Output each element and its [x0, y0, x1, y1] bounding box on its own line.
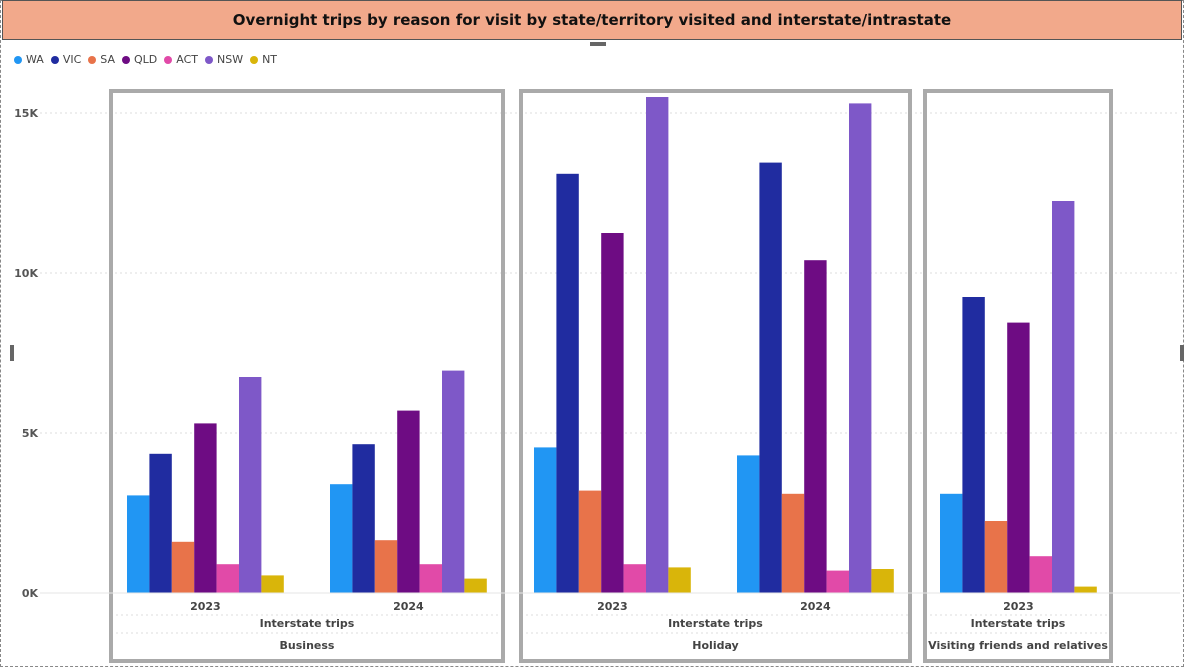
bar-business-2023-wa [127, 495, 150, 593]
bar-business-2024-nt [464, 578, 487, 593]
x-year-label: 2024 [393, 600, 424, 613]
legend-label: QLD [133, 53, 158, 66]
x-reason-label: Business [280, 639, 335, 652]
legend-label: NSW [216, 53, 244, 66]
bar-business-2024-sa [374, 540, 398, 593]
x-type-label: Interstate trips [668, 617, 763, 630]
bar-business-2024-vic [352, 444, 375, 593]
bar-holiday-2024-qld [804, 260, 827, 593]
x-year-label: 2023 [1003, 600, 1034, 613]
chart-legend: WA VIC SA QLD ACT NSW NT [14, 53, 284, 66]
x-type-label: Interstate trips [971, 617, 1066, 630]
bar-holiday-2024-nsw [849, 103, 872, 594]
bar-holiday-2023-nsw [646, 97, 669, 593]
legend-item-qld[interactable]: QLD [121, 53, 158, 66]
bar-visiting-friends-and-relatives-2023-nt [1074, 586, 1097, 593]
x-year-label: 2023 [190, 600, 221, 613]
bar-business-2023-act [216, 564, 239, 593]
bar-holiday-2024-nt [871, 569, 894, 593]
bar-visiting-friends-and-relatives-2023-qld [1007, 322, 1030, 593]
bar-business-2023-vic [149, 453, 172, 593]
bar-visiting-friends-and-relatives-2023-nsw [1052, 201, 1075, 593]
legend-item-act[interactable]: ACT [164, 53, 198, 66]
x-year-label: 2023 [597, 600, 628, 613]
bar-holiday-2024-vic [759, 162, 782, 593]
y-tick-label: 0K [22, 587, 39, 600]
panel-border [519, 89, 912, 663]
bar-visiting-friends-and-relatives-2023-wa [940, 493, 963, 593]
bar-holiday-2023-wa [534, 447, 557, 593]
legend-item-vic[interactable]: VIC [50, 53, 82, 66]
bar-business-2023-qld [194, 423, 217, 593]
bar-business-2023-nsw [239, 377, 262, 593]
chart-title: Overnight trips by reason for visit by s… [232, 11, 952, 29]
legend-item-wa[interactable]: WA [14, 53, 44, 66]
bar-holiday-2024-act [826, 570, 849, 593]
legend-item-nsw[interactable]: NSW [204, 53, 244, 66]
chart-title-bar: Overnight trips by reason for visit by s… [2, 0, 1182, 40]
bar-business-2024-nsw [442, 370, 465, 593]
legend-marker [250, 55, 259, 64]
y-tick-label: 5K [22, 427, 39, 440]
y-tick-label: 10K [14, 267, 38, 280]
legend-marker [121, 55, 130, 64]
legend-marker [14, 55, 22, 64]
legend-label: SA [100, 53, 115, 66]
bar-holiday-2023-act [623, 564, 646, 593]
bar-business-2023-sa [171, 541, 195, 593]
legend-label: VIC [62, 53, 82, 66]
bar-holiday-2023-nt [668, 567, 691, 593]
bar-holiday-2024-wa [737, 455, 760, 593]
bar-visiting-friends-and-relatives-2023-act [1029, 556, 1052, 593]
legend-marker [204, 55, 213, 64]
bar-business-2024-wa [330, 484, 353, 593]
y-tick-label: 15K [14, 107, 38, 120]
panel-border [923, 89, 1113, 663]
legend-item-nt[interactable]: NT [250, 53, 277, 66]
x-reason-label: Visiting friends and relatives [928, 639, 1108, 652]
x-year-label: 2024 [800, 600, 831, 613]
bar-holiday-2024-sa [781, 493, 805, 593]
x-type-label: Interstate trips [260, 617, 355, 630]
bar-holiday-2023-vic [556, 173, 579, 594]
resize-handle-top[interactable] [590, 42, 606, 46]
legend-label: WA [26, 53, 44, 66]
bar-business-2024-act [419, 564, 442, 593]
legend-marker [50, 55, 59, 64]
resize-handle-right[interactable] [1180, 345, 1184, 361]
bar-business-2024-qld [397, 410, 420, 593]
legend-marker [88, 55, 97, 64]
legend-label: ACT [176, 53, 198, 66]
legend-item-sa[interactable]: SA [88, 53, 115, 66]
bar-visiting-friends-and-relatives-2023-sa [984, 521, 1008, 593]
legend-marker [164, 55, 173, 64]
legend-label: NT [262, 53, 278, 66]
bar-visiting-friends-and-relatives-2023-vic [962, 297, 985, 593]
bar-holiday-2023-sa [578, 490, 602, 593]
panel-border [109, 89, 505, 663]
x-reason-label: Holiday [692, 639, 738, 652]
resize-handle-left[interactable] [10, 345, 14, 361]
bar-holiday-2023-qld [601, 233, 624, 593]
bar-business-2023-nt [261, 575, 284, 593]
